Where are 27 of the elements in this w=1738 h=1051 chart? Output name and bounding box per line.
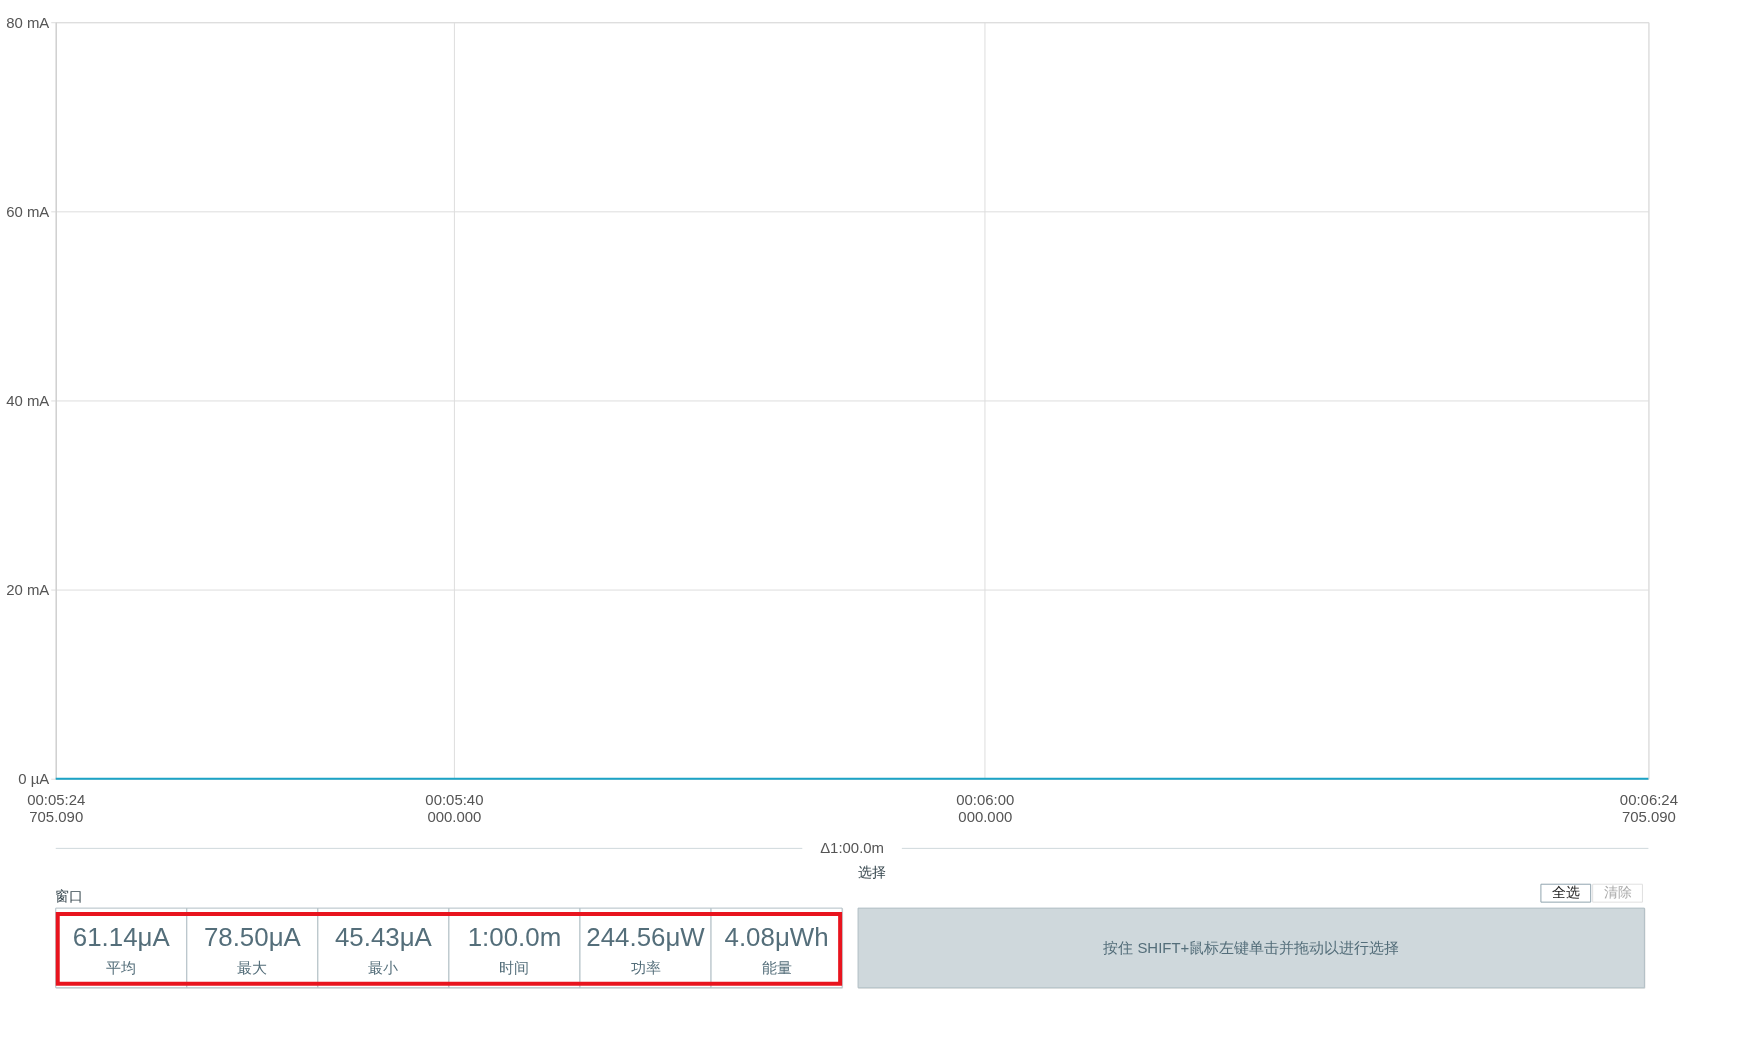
text: 功率 — [630, 958, 661, 976]
text: 按住 SHIFT+鼠标左键单击并拖动以进行选择 — [1103, 938, 1400, 956]
text: 45.43μA — [334, 923, 433, 952]
text: Δ1:00.0m — [820, 839, 885, 857]
text: 4.08μWh — [724, 923, 829, 952]
text: 清除 — [1603, 884, 1632, 901]
text: 1:00.0m — [467, 923, 562, 952]
x-tick-label: 00:06:24 705.090 — [1619, 791, 1678, 826]
text: 平均 — [106, 958, 137, 976]
y-tick-label: 80 mA — [6, 13, 50, 31]
text: 最大 — [237, 958, 268, 976]
x-tick-label: 00:06:00 000.000 — [956, 791, 1015, 826]
y-tick-label: 0 µA — [18, 770, 50, 788]
text: 全选 — [1551, 884, 1580, 901]
text: 能量 — [761, 958, 792, 976]
text: 选择 — [857, 863, 886, 880]
y-tick-label: 60 mA — [6, 202, 50, 220]
y-tick-label: 20 mA — [6, 581, 50, 599]
text: 时间 — [499, 958, 530, 976]
text: 61.14μA — [72, 923, 171, 952]
x-tick-label: 00:05:24 705.090 — [27, 791, 86, 826]
text: 最小 — [368, 958, 399, 976]
text: 78.50μA — [203, 923, 302, 952]
text: 窗口 — [55, 887, 84, 904]
text: 244.56μW — [586, 923, 706, 952]
x-tick-label: 00:05:40 000.000 — [425, 791, 484, 826]
y-tick-label: 40 mA — [6, 391, 50, 409]
